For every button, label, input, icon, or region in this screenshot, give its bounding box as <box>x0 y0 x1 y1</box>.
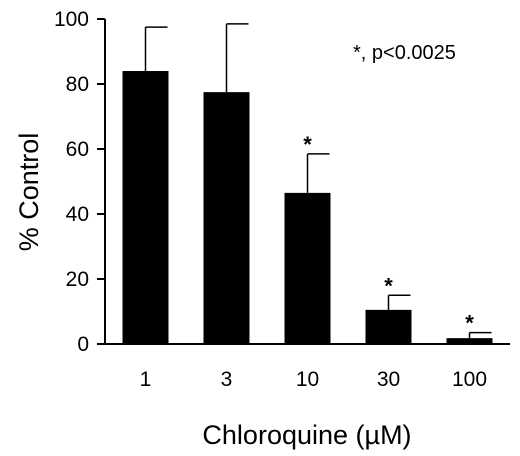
y-tick-label: 60 <box>66 138 89 161</box>
x-tick-label: 100 <box>452 368 487 391</box>
x-tick-label: 3 <box>221 368 233 391</box>
y-tick-label: 20 <box>66 268 89 291</box>
bar <box>203 92 250 344</box>
bar <box>446 338 493 344</box>
bar <box>122 71 169 344</box>
bar <box>365 309 412 344</box>
y-tick-label: 0 <box>77 333 89 356</box>
significance-star: * <box>465 311 474 336</box>
significance-star: * <box>303 132 312 157</box>
y-tick-label: 100 <box>54 8 89 31</box>
x-tick-label: 30 <box>377 368 400 391</box>
y-axis-title: % Control <box>14 133 44 252</box>
plot-area: 0 20 40 60 80 100 1 3 * 10 * 30 * 100 <box>54 8 510 391</box>
significance-star: * <box>384 273 393 298</box>
bar <box>284 192 331 344</box>
significance-annotation: *, p<0.0025 <box>353 42 456 64</box>
x-tick-label: 10 <box>296 368 319 391</box>
x-tick-label: 1 <box>140 368 152 391</box>
y-tick-label: 80 <box>66 73 89 96</box>
x-axis-title: Chloroquine (µM) <box>202 420 411 450</box>
y-tick-label: 40 <box>66 203 89 226</box>
